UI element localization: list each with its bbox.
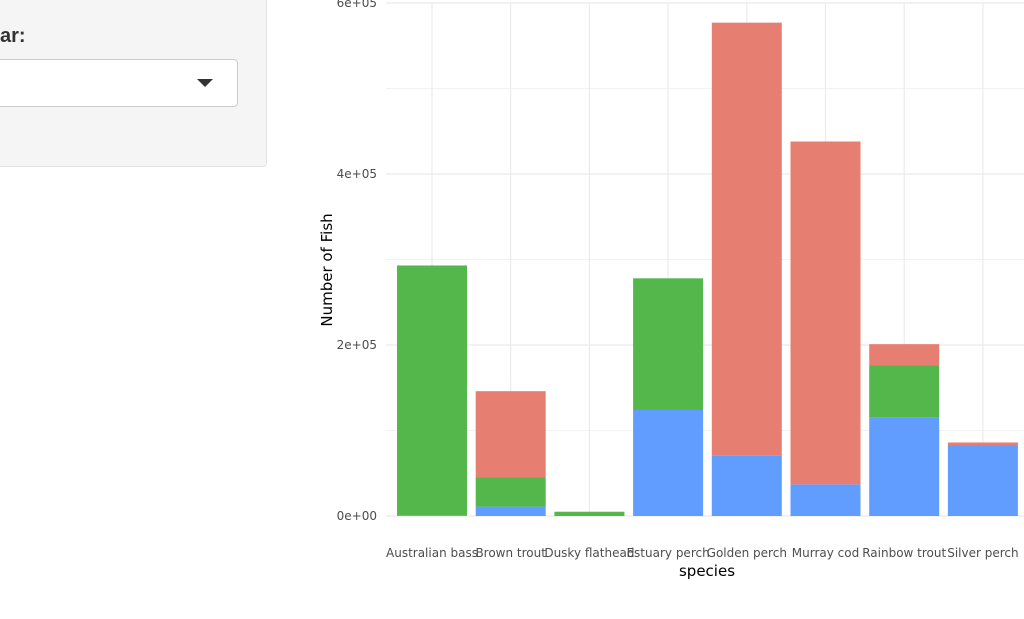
y-axis-title: Number of Fish bbox=[318, 213, 336, 326]
y-tick-label: 2e+05 bbox=[337, 338, 377, 352]
x-tick-label: Rainbow trout bbox=[862, 546, 946, 560]
bar-segment bbox=[397, 515, 467, 516]
bar-segment bbox=[790, 141, 861, 485]
bar-segment bbox=[554, 511, 625, 516]
bar-segment bbox=[633, 409, 704, 516]
bar-segment bbox=[633, 278, 704, 410]
select-label: ar: bbox=[0, 25, 26, 47]
x-tick-label: Dusky flathead bbox=[544, 546, 634, 560]
x-tick-label: Estuary perch bbox=[626, 546, 709, 560]
x-tick-label: Brown trout bbox=[475, 546, 546, 560]
x-axis-title: species bbox=[679, 562, 735, 580]
bar-segment bbox=[947, 442, 1018, 446]
y-tick-label: 4e+05 bbox=[337, 167, 377, 181]
bar-segment bbox=[869, 417, 940, 516]
x-tick-label: Australian bass bbox=[386, 546, 478, 560]
x-tick-label: Golden perch bbox=[707, 546, 787, 560]
bar-segment bbox=[869, 344, 940, 366]
bar-segment bbox=[397, 265, 467, 516]
chevron-down-icon bbox=[197, 79, 213, 87]
bar-segment bbox=[475, 506, 546, 516]
bar-segment bbox=[475, 477, 546, 507]
bar-segment bbox=[947, 445, 1018, 516]
select-dropdown[interactable] bbox=[0, 59, 238, 107]
bar-segment bbox=[790, 484, 861, 516]
bar-segment bbox=[711, 22, 782, 456]
bar-segment bbox=[869, 365, 940, 418]
bar-segment bbox=[711, 455, 782, 516]
y-tick-label: 0e+00 bbox=[337, 509, 377, 523]
y-tick-label: 6e+05 bbox=[337, 0, 377, 10]
bar-segment bbox=[475, 391, 546, 478]
x-tick-label: Silver perch bbox=[947, 546, 1018, 560]
x-tick-label: Murray cod bbox=[792, 546, 859, 560]
